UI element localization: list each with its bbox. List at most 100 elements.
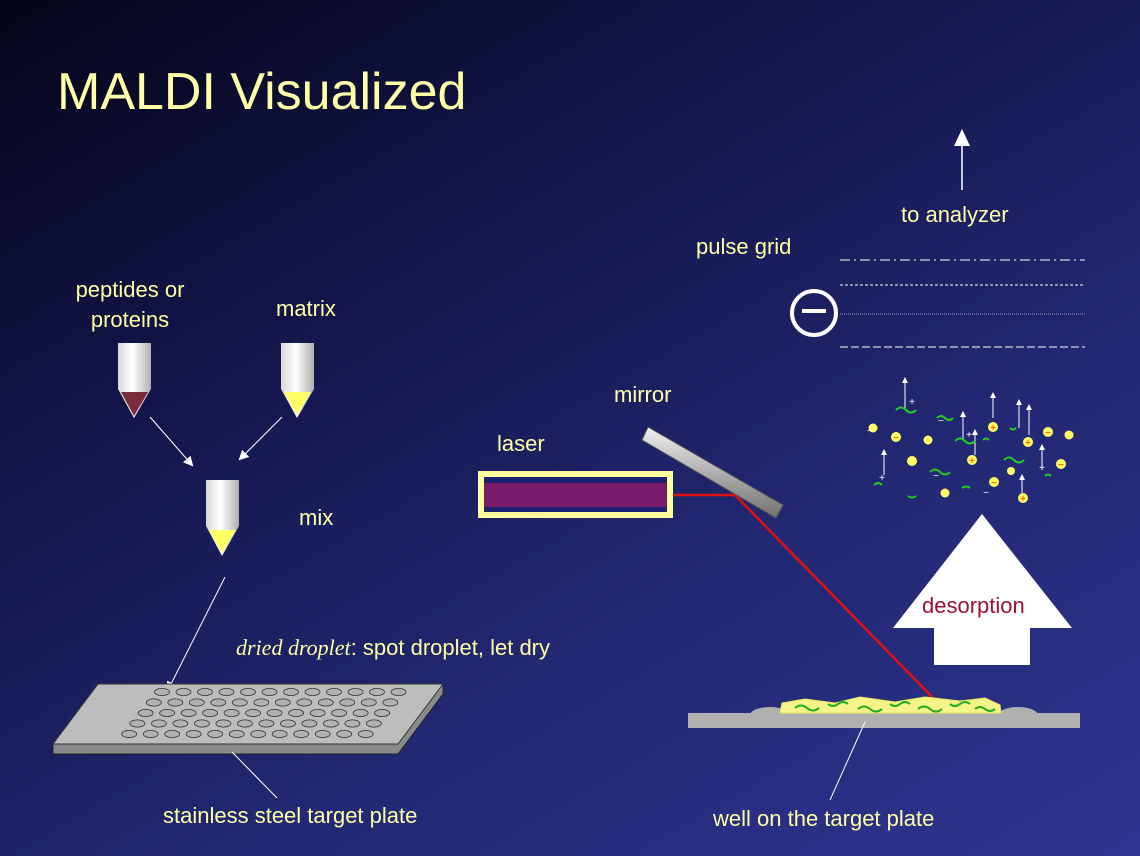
peptides-label: peptides or proteins xyxy=(75,277,185,332)
svg-text:−: − xyxy=(867,426,873,437)
matrix-label: matrix xyxy=(276,296,336,321)
mirror xyxy=(641,426,784,519)
mix-label: mix xyxy=(299,505,334,530)
plate-well xyxy=(253,698,270,707)
desorption-label: desorption xyxy=(922,593,1025,618)
plate-pointer-line xyxy=(231,751,278,799)
plate-well xyxy=(231,698,248,707)
dried-droplet-desc: : spot droplet, let dry xyxy=(350,635,551,660)
plate-well xyxy=(266,709,283,718)
plate-well xyxy=(339,698,356,707)
plate-well xyxy=(185,730,202,739)
to-analyzer-label: to analyzer xyxy=(901,202,1009,227)
plate-well xyxy=(288,709,305,718)
well-target-plate xyxy=(688,696,1080,728)
plate-well xyxy=(218,688,235,697)
plate-well xyxy=(236,719,253,728)
svg-text:+: + xyxy=(990,423,996,434)
laser-device xyxy=(478,471,673,518)
plate-well xyxy=(142,730,159,739)
plate-well xyxy=(167,698,184,707)
plate-well xyxy=(197,688,213,697)
plate-well xyxy=(207,730,224,739)
arrow-up-icon xyxy=(954,129,970,190)
plate-well xyxy=(228,730,245,739)
plate-well xyxy=(188,698,205,707)
plate-well xyxy=(344,719,361,728)
plate-well xyxy=(258,719,275,728)
plate-well xyxy=(121,730,138,739)
plate-well xyxy=(261,688,278,697)
arrow-peptides-to-mix xyxy=(149,416,194,467)
plate-well xyxy=(164,730,181,739)
pulse-grid xyxy=(840,259,1085,348)
svg-text:−: − xyxy=(1045,428,1051,439)
plate-well xyxy=(322,719,339,728)
plate-well xyxy=(215,719,232,728)
plate-well xyxy=(390,688,407,697)
mix-tube xyxy=(206,480,239,556)
plate-well xyxy=(250,730,267,739)
plate-well xyxy=(314,730,331,739)
ion-particles: − + + + − − − + xyxy=(868,422,1074,505)
plate-well xyxy=(202,709,219,718)
plate-well xyxy=(279,719,296,728)
plate-well xyxy=(347,688,364,697)
plate-well xyxy=(360,698,377,707)
svg-text:+: + xyxy=(1025,438,1031,449)
plate-well xyxy=(154,688,170,697)
plate-well xyxy=(352,709,369,718)
ion-cloud: − + + + − − − + + − + − + − − + xyxy=(867,377,1074,505)
plate-well xyxy=(301,719,318,728)
plate-well xyxy=(159,709,176,718)
desorption-arrow xyxy=(893,514,1072,665)
plate-well xyxy=(274,698,291,707)
plate-well xyxy=(137,709,154,718)
well-pointer-line xyxy=(829,721,866,801)
plate-well xyxy=(129,719,146,728)
svg-text:−: − xyxy=(938,416,944,427)
plate-well xyxy=(336,730,353,739)
ion-arrows xyxy=(881,377,1045,493)
svg-text:+: + xyxy=(1039,463,1045,474)
slide-title: MALDI Visualized xyxy=(57,63,467,121)
plate-well xyxy=(374,709,391,718)
plate-well xyxy=(369,688,385,697)
plate-well xyxy=(172,719,189,728)
spot-peptides xyxy=(794,701,996,713)
plate-well xyxy=(382,698,399,707)
plate-well xyxy=(309,709,326,718)
peptide-tube xyxy=(118,343,151,418)
plate-well xyxy=(175,688,192,697)
plate-well xyxy=(357,730,374,739)
matrix-tube xyxy=(281,343,314,418)
plate-wells xyxy=(121,688,407,739)
plate-well xyxy=(210,698,227,707)
plate-well xyxy=(317,698,334,707)
plate-well xyxy=(331,709,348,718)
plate-well xyxy=(150,719,167,728)
dried-droplet-term: dried droplet xyxy=(236,635,351,660)
svg-text:+: + xyxy=(879,473,885,484)
plate-well xyxy=(304,688,321,697)
plate-well xyxy=(193,719,210,728)
ion-peptides xyxy=(873,406,1052,499)
pulse-grid-label: pulse grid xyxy=(696,234,792,259)
svg-text:−: − xyxy=(991,478,997,489)
dried-droplet-caption: dried droplet: spot droplet, let dry xyxy=(236,635,550,661)
plate-well xyxy=(271,730,288,739)
plate-well xyxy=(145,698,162,707)
svg-text:+: + xyxy=(969,456,975,467)
plate-well xyxy=(365,719,382,728)
plate-well xyxy=(180,709,197,718)
arrow-mix-to-plate xyxy=(167,576,226,692)
svg-text:−: − xyxy=(1058,460,1064,471)
arrow-matrix-to-mix xyxy=(238,416,283,461)
ion-charge-marks: + − + − + − − + xyxy=(867,397,1045,499)
plate-well xyxy=(296,698,313,707)
plate-well xyxy=(326,688,342,697)
plate-well xyxy=(223,709,240,718)
svg-text:−: − xyxy=(893,433,899,444)
svg-text:+: + xyxy=(1020,494,1026,505)
